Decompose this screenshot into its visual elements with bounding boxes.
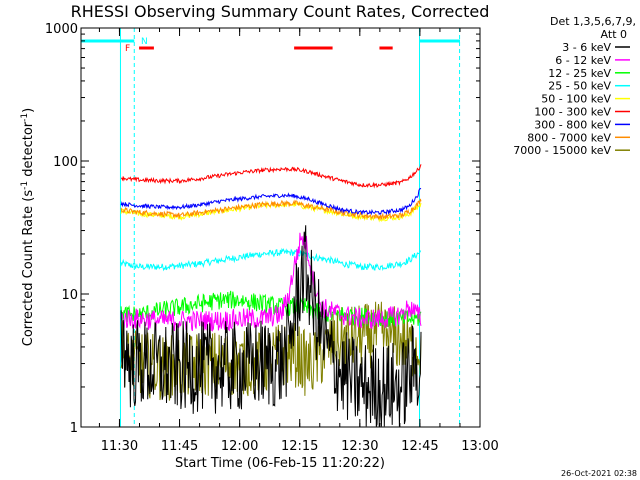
legend-label: 50 - 100 keV <box>541 93 611 106</box>
series-line <box>120 225 422 427</box>
legend-label: 800 - 7000 keV <box>527 131 611 144</box>
x-tick-label: 12:45 <box>401 439 438 454</box>
series-line <box>120 301 422 401</box>
series-line <box>120 247 422 272</box>
flag-label: N <box>141 37 148 47</box>
series-line <box>120 164 422 189</box>
legend-label: 6 - 12 keV <box>555 54 611 67</box>
flag-label: F <box>125 44 130 54</box>
x-tick-label: 12:00 <box>221 439 258 454</box>
legend-label: 3 - 6 keV <box>562 41 611 54</box>
x-tick-label: 13:00 <box>461 439 498 454</box>
series-line <box>120 187 422 216</box>
x-tick-label: 11:30 <box>101 439 138 454</box>
legend-label: 12 - 25 keV <box>548 67 611 80</box>
legend-label: 25 - 50 keV <box>548 80 611 93</box>
plot-frame <box>80 27 481 428</box>
chart-title: RHESSI Observing Summary Count Rates, Co… <box>71 2 490 21</box>
series-line <box>120 232 422 333</box>
legend-label: 100 - 300 keV <box>534 106 611 119</box>
x-tick-label: 12:15 <box>281 439 318 454</box>
x-axis-label: Start Time (06-Feb-15 11:20:22) <box>175 456 385 471</box>
plot-timestamp: 26-Oct-2021 02:38 <box>561 469 637 478</box>
x-tick-label: 12:30 <box>341 439 378 454</box>
series-line <box>120 198 422 220</box>
x-tick-label: 11:45 <box>161 439 198 454</box>
series-group <box>120 164 422 427</box>
y-tick-label: 1000 <box>45 22 78 37</box>
legend-label: 300 - 800 keV <box>534 118 611 131</box>
y-tick-label: 100 <box>53 155 78 170</box>
legend-header: Att 0 <box>601 28 627 41</box>
y-tick-label: 1 <box>70 421 78 436</box>
y-axis-label: Corrected Count Rate (s-1 detector-1) <box>20 108 36 346</box>
y-axis: 1 10 100 1000 <box>45 22 480 436</box>
x-axis: 11:30 11:45 12:00 12:15 12:30 12:45 13:00 <box>98 28 499 454</box>
legend-header: Det 1,3,5,6,7,9, <box>550 15 636 28</box>
legend-label: 7000 - 15000 keV <box>513 144 611 157</box>
y-tick-label: 10 <box>61 288 78 303</box>
